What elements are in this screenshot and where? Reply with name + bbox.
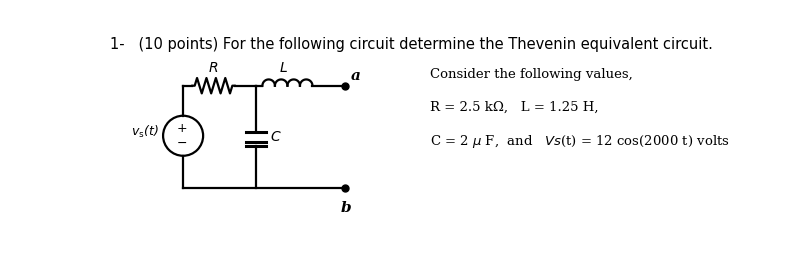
Text: C = 2 $\mu$ F,  and   $\it{Vs}$(t) = 12 cos(2000 t) volts: C = 2 $\mu$ F, and $\it{Vs}$(t) = 12 cos…: [430, 134, 729, 151]
Text: +: +: [177, 122, 188, 135]
Text: R = 2.5 kΩ,   L = 1.25 H,: R = 2.5 kΩ, L = 1.25 H,: [430, 100, 598, 113]
Text: Consider the following values,: Consider the following values,: [430, 68, 632, 81]
Text: C: C: [270, 130, 280, 144]
Text: a: a: [351, 69, 361, 83]
Text: $v_\mathrm{s}$(t): $v_\mathrm{s}$(t): [131, 124, 159, 140]
Text: 1-   (10 points) For the following circuit determine the Thevenin equivalent cir: 1- (10 points) For the following circuit…: [110, 37, 713, 52]
Text: R: R: [209, 61, 218, 75]
Text: −: −: [177, 137, 188, 150]
Text: b: b: [341, 201, 351, 215]
Text: L: L: [280, 61, 287, 75]
